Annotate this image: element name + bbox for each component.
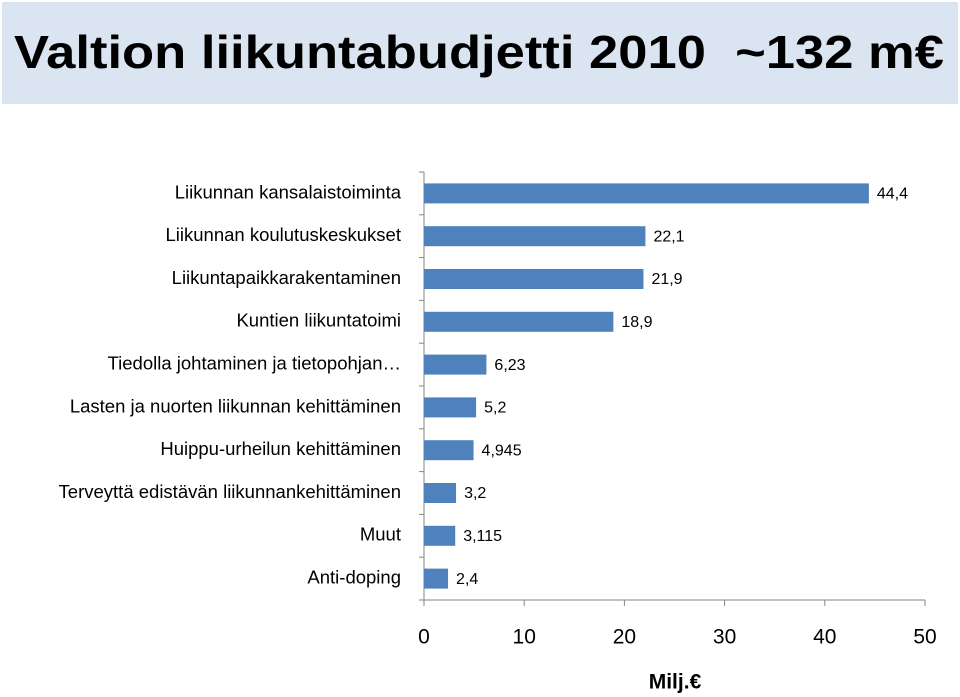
- y-tick-label: Lasten ja nuorten liikunnan kehittäminen: [70, 395, 401, 416]
- x-tick-label: 0: [418, 626, 430, 649]
- bar: [424, 183, 869, 204]
- title-banner: [2, 2, 958, 104]
- bar: [424, 483, 457, 503]
- bar: [424, 311, 614, 332]
- chart-title: Valtion liikuntabudjetti 2010 ~132 m€: [14, 26, 944, 78]
- value-label: 44,4: [877, 186, 908, 203]
- value-label: 2,4: [456, 571, 478, 588]
- y-tick-label: Huippu-urheilun kehittäminen: [160, 438, 401, 459]
- y-tick-label: Liikuntapaikkarakentaminen: [172, 267, 401, 288]
- value-label: 4,945: [482, 442, 522, 459]
- bar: [424, 525, 456, 546]
- x-tick-label: 20: [613, 626, 636, 649]
- x-tick-label: 30: [713, 626, 736, 649]
- y-tick-label: Liikunnan koulutuskeskukset: [165, 224, 401, 245]
- y-tick-label: Muut: [360, 524, 401, 545]
- bar: [424, 226, 646, 247]
- value-label: 3,2: [464, 485, 486, 502]
- y-tick-label: Anti-doping: [307, 566, 401, 587]
- x-axis-label: Milj.€: [649, 671, 702, 694]
- value-label: 21,9: [651, 271, 682, 288]
- value-label: 18,9: [621, 314, 652, 331]
- bar: [424, 269, 644, 289]
- value-label: 6,23: [494, 357, 525, 374]
- value-label: 5,2: [484, 400, 506, 417]
- x-tick-label: 40: [813, 626, 836, 649]
- value-label: 3,115: [463, 528, 502, 545]
- x-tick-label: 50: [913, 626, 936, 649]
- y-tick-label: Terveyttä edistävän liikunnankehittämine…: [59, 481, 401, 502]
- bar: [424, 397, 477, 418]
- y-tick-label: Kuntien liikuntatoimi: [236, 310, 401, 331]
- y-tick-label: Liikunnan kansalaistoiminta: [175, 181, 402, 202]
- y-tick-label: Tiedolla johtaminen ja tietopohjan…: [108, 352, 401, 373]
- bar: [424, 440, 474, 461]
- bar: [424, 568, 449, 589]
- x-tick-label: 10: [513, 626, 536, 649]
- bar: [424, 354, 487, 375]
- value-label: 22,1: [653, 228, 684, 245]
